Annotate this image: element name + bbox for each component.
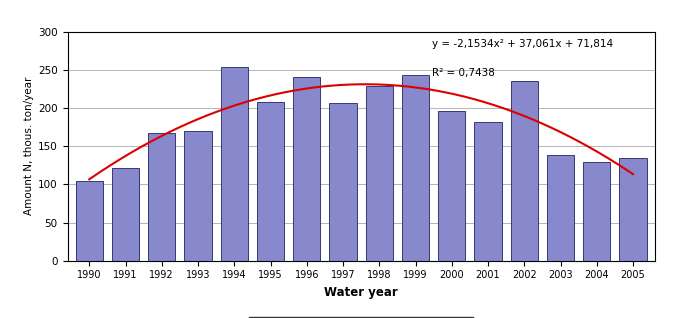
Bar — [547, 156, 574, 261]
Bar — [112, 169, 139, 261]
Bar — [475, 122, 502, 261]
Bar — [293, 77, 321, 261]
Bar — [511, 81, 538, 261]
X-axis label: Water year: Water year — [324, 286, 398, 299]
Bar — [583, 162, 610, 261]
Text: y = -2,1534x² + 37,061x + 71,814: y = -2,1534x² + 37,061x + 71,814 — [431, 39, 613, 49]
Bar — [148, 133, 176, 261]
Legend: N-total, Line of the trend: N-total, Line of the trend — [248, 317, 475, 318]
Bar — [438, 111, 465, 261]
Bar — [366, 86, 393, 261]
Text: R² = 0,7438: R² = 0,7438 — [431, 68, 495, 79]
Bar — [221, 67, 248, 261]
Bar — [257, 102, 284, 261]
Bar — [620, 158, 647, 261]
Bar — [402, 75, 429, 261]
Bar — [76, 181, 103, 261]
Bar — [184, 131, 211, 261]
Bar — [329, 103, 356, 261]
Y-axis label: Amount N, thous. ton/year: Amount N, thous. ton/year — [24, 77, 34, 216]
